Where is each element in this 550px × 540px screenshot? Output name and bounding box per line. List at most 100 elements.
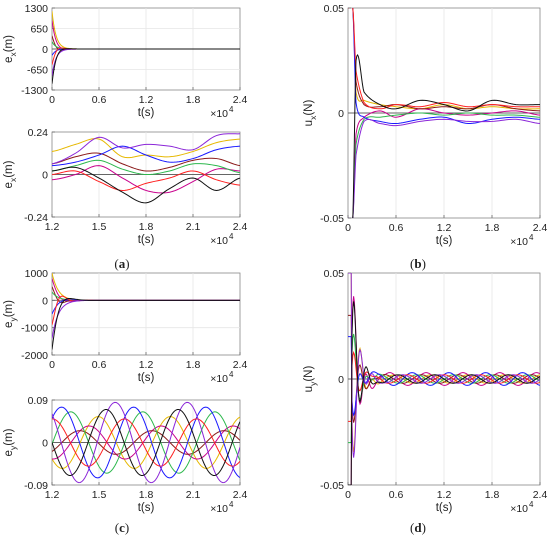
series-line-2 [52,165,240,194]
x-tick-label: 1.5 [92,489,107,501]
x-tick-label: 1.8 [186,94,201,106]
x-tick-label: 1.8 [485,489,500,501]
y-tick-label: 0.09 [28,395,49,407]
panel-a1: 0 0.6 1.2 1.8 2.4 1300 650 0 -650 -1300 t(s) ×10 4 ex… [3,3,247,120]
y-axis-label: ux(N) [303,100,318,127]
caption-paren-close: ) [422,520,426,535]
x-tick-label: 1.2 [139,94,154,106]
x-axis-label: t(s) [138,502,155,514]
series-line-7 [348,118,540,218]
x-axis-label: t(s) [436,235,453,247]
series-line-8 [52,48,240,84]
y-label-sub: y [308,381,318,386]
y-axis-label: ey(m) [3,428,18,456]
y-tick-label: 0 [42,170,48,182]
caption-letter: b [414,256,421,271]
x-tick-label: 0.6 [92,94,107,106]
y-label-sub: y [8,445,18,450]
x-tick-label: 1.2 [437,489,452,501]
x-tick-label: 0.6 [389,489,404,501]
series-line-7 [52,133,240,165]
series-line-8 [348,301,540,485]
y-label-sub: x [8,177,18,182]
series-group [348,8,540,218]
y-axis-label: ex(m) [3,160,18,188]
series-line-6 [52,170,240,191]
y-tick-label: 0 [42,438,48,450]
series-line-4 [52,411,240,474]
y-tick-label: 0.05 [324,268,345,280]
x-multiplier-exponent: 4 [529,233,534,242]
series-group [52,133,240,204]
x-axis-label: t(s) [436,502,453,514]
y-tick-label: 650 [30,24,48,36]
panel-c2: 1.2 1.5 1.8 2.1 2.4 0.09 0 -0.09 t(s) ×10 4 ey(m) [3,395,247,515]
series-line-6 [348,350,540,422]
caption-c: (c) [115,520,129,535]
x-tick-label: 0 [345,489,351,501]
series-line-5 [348,336,540,417]
y-tick-label: 0 [338,374,344,386]
series-line-8 [348,54,540,218]
series-group [52,401,240,484]
panel-b: 0 0.6 1.2 1.8 2.40.050-0.05t(s) ×10 4ux(N) [303,3,547,248]
y-label-main: u [303,386,315,392]
x-multiplier: ×10 [210,373,228,385]
y-tick-label: 0 [42,44,48,56]
y-label-sub: x [308,115,318,120]
x-tick-label: 2.4 [533,489,548,501]
y-label-sub: y [8,317,18,322]
series-line-8 [52,409,240,476]
series-line-4 [52,159,240,176]
x-tick-label: 1.2 [45,489,60,501]
x-tick-label: 2.4 [233,221,248,233]
series-line-3 [52,430,240,455]
y-tick-label: -650 [27,65,48,77]
x-tick-label: 2.4 [233,359,248,371]
x-multiplier-exponent: 4 [529,500,534,509]
x-tick-label: 2.1 [186,221,201,233]
y-tick-label: -0.05 [320,213,344,225]
y-axis-label: ey(m) [3,300,18,328]
series-line-5 [52,145,240,167]
caption-a: (a) [114,256,129,271]
y-tick-label: 0 [42,295,48,307]
caption-paren-open: ( [115,520,119,535]
x-multiplier: ×10 [510,503,528,515]
panel-d: 0 0.6 1.2 1.8 2.40.050-0.05t(s) ×10 4uy(N) [303,268,547,515]
y-tick-label: -1300 [21,85,48,97]
x-multiplier-exponent: 4 [229,370,234,379]
x-tick-label: 0.6 [389,222,404,234]
series-line-6 [52,418,240,467]
x-axis-label: t(s) [138,107,155,119]
y-label-main: e [3,182,15,188]
y-tick-label: 0 [338,108,344,120]
x-multiplier-exponent: 4 [229,232,234,241]
y-axis-label: uy(N) [303,366,318,393]
y-label-unit: (m) [3,428,15,445]
series-line-8 [52,166,240,204]
panel-a2: 1.2 1.5 1.8 2.1 2.4 0.24 0 -0.24 t(s) ×10 4 ex(m) [3,127,247,247]
x-tick-label: 1.8 [139,489,154,501]
y-tick-label: 0.24 [28,127,49,139]
x-tick-label: 1.2 [437,222,452,234]
y-tick-label: -0.05 [320,480,344,492]
caption-b: (b) [410,256,426,271]
series-line-1 [52,416,240,469]
series-line-4 [348,112,540,218]
x-tick-label: 1.8 [485,222,500,234]
x-axis-label: t(s) [138,234,155,246]
series-group [348,273,540,485]
y-label-sub: x [8,52,18,57]
x-tick-label: 1.5 [92,221,107,233]
x-tick-label: 0 [49,359,55,371]
series-line-5 [52,406,240,479]
caption-letter: d [414,520,422,535]
x-multiplier: ×10 [210,503,228,515]
y-label-main: e [3,57,15,63]
y-tick-label: -0.09 [24,480,48,492]
y-label-unit: (N) [303,100,315,116]
y-tick-label: 0.05 [324,3,345,15]
x-tick-label: 0 [49,94,55,106]
panel-c1: 0 0.6 1.2 1.8 2.4 1000 0 -1000 -2000 t(s) ×10 4 ey(m… [3,268,247,385]
